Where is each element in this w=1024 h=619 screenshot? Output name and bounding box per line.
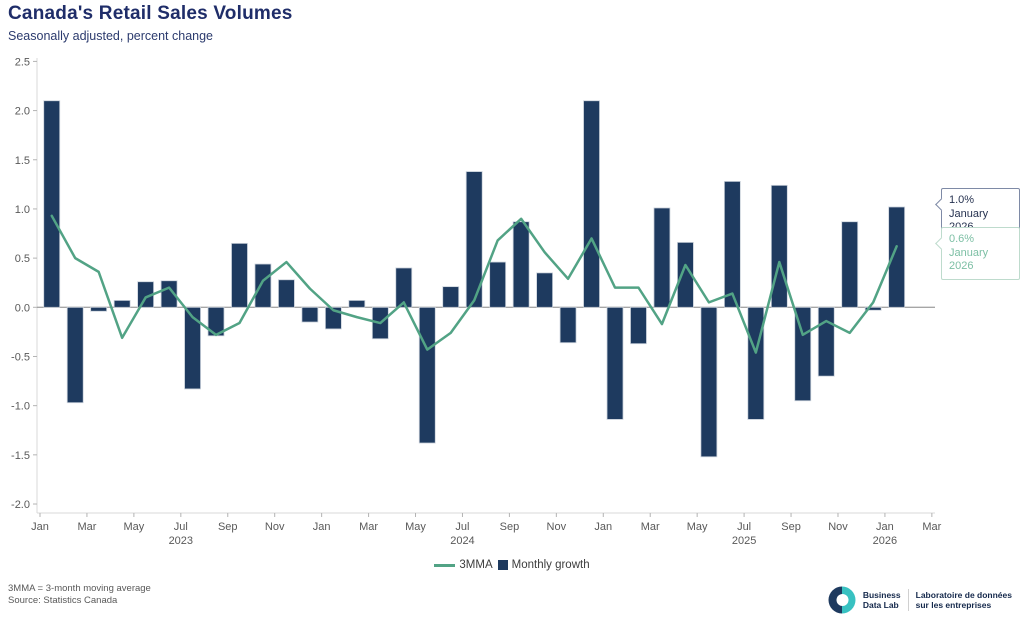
x-year-label: 2025	[732, 535, 756, 547]
x-tick-label: Mar	[359, 521, 378, 533]
monthly-growth-bar-feb-2023	[66, 306, 84, 404]
y-tick-label: 2.0	[15, 106, 30, 118]
monthly-growth-bar-sep-2023	[231, 242, 248, 308]
monthly-growth-bar-nov-2023	[278, 279, 295, 308]
logo-fr-line1: Laboratoire de données	[915, 589, 1012, 600]
y-tick-label: 0.0	[15, 302, 30, 314]
monthly-growth-bar-may-2024	[418, 306, 436, 444]
x-tick-label: Jan	[31, 521, 49, 533]
monthly-growth-bar-feb-2025	[630, 306, 647, 345]
logo-en-line1: Business	[862, 589, 901, 600]
monthly-growth-bar-mar-2025	[653, 207, 671, 308]
monthly-growth-bar-jan-2025	[606, 306, 624, 420]
legend-item-3mma: 3MMA	[434, 559, 493, 571]
logo-divider	[907, 589, 909, 611]
footnotes: 3MMA = 3-month moving average Source: St…	[8, 583, 151, 607]
monthly-growth-bar-jan-2026	[888, 206, 906, 308]
y-tick-label: 1.0	[15, 204, 30, 216]
monthly-growth-bar-jan-2023	[43, 100, 61, 308]
monthly-growth-bar-jun-2023	[160, 280, 178, 308]
x-tick-label: Jul	[174, 521, 188, 533]
x-year-label: 2026	[873, 535, 897, 547]
callout-value: 0.6%	[949, 233, 975, 245]
monthly-growth-bar-nov-2025	[841, 221, 859, 308]
bdl-logo-icon	[828, 586, 856, 614]
monthly-growth-bar-jul-2024	[465, 171, 483, 308]
x-tick-label: Mar	[77, 521, 96, 533]
y-tick-label: 2.5	[15, 56, 30, 68]
x-tick-label: Sep	[500, 521, 520, 533]
monthly-growth-bar-nov-2024	[559, 306, 577, 344]
y-tick-label: -1.5	[11, 450, 30, 462]
x-tick-label: Jan	[594, 521, 612, 533]
logo-text-fr: Laboratoire de données sur les entrepris…	[916, 590, 1012, 611]
monthly-growth-bar-apr-2023	[113, 300, 131, 308]
y-tick-label: -0.5	[11, 351, 30, 363]
logo-text-en: Business Data Lab	[863, 590, 901, 611]
y-tick-label: 1.5	[15, 155, 30, 167]
monthly-growth-bar-mar-2023	[90, 306, 108, 312]
chart-legend: 3MMA Monthly growth	[0, 559, 1024, 571]
x-tick-label: Sep	[781, 521, 801, 533]
business-data-lab-logo: Business Data Lab Laboratoire de données…	[828, 586, 1012, 614]
monthly-growth-bar-jul-2025	[747, 306, 765, 420]
y-tick-label: -2.0	[11, 499, 30, 511]
monthly-growth-bar-dec-2023	[301, 306, 319, 323]
chart-title: Canada's Retail Sales Volumes	[8, 3, 293, 24]
x-tick-label: Mar	[922, 521, 941, 533]
monthly-growth-bar-feb-2024	[348, 300, 366, 308]
y-tick-label: -1.0	[11, 401, 30, 413]
x-tick-label: May	[687, 521, 708, 533]
x-tick-label: May	[123, 521, 144, 533]
monthly-growth-bar-oct-2025	[817, 306, 835, 377]
monthly-growth-bar-jun-2025	[723, 180, 741, 308]
monthly-growth-bar-dec-2025	[864, 306, 882, 311]
x-year-label: 2024	[450, 535, 474, 547]
legend-item-monthly-growth: Monthly growth	[497, 559, 590, 571]
monthly-growth-bar-sep-2025	[794, 306, 812, 402]
x-tick-label: Jul	[737, 521, 751, 533]
monthly-growth-bar-sep-2024	[512, 221, 530, 308]
x-tick-label: Nov	[828, 521, 848, 533]
monthly-growth-bar-oct-2023	[254, 263, 272, 308]
legend-label: 3MMA	[459, 559, 493, 571]
monthly-growth-bar-jun-2024	[442, 286, 460, 308]
logo-en-line2: Data Lab	[862, 600, 899, 610]
x-tick-label: Sep	[218, 521, 238, 533]
y-tick-label: 0.5	[15, 253, 30, 265]
x-year-label: 2023	[169, 535, 193, 547]
x-tick-label: Jan	[313, 521, 331, 533]
monthly-growth-bar-aug-2025	[770, 184, 788, 308]
x-tick-label: Mar	[641, 521, 660, 533]
x-tick-label: Jul	[455, 521, 469, 533]
monthly-growth-bar-dec-2024	[583, 100, 600, 308]
monthly-growth-bar-apr-2024	[395, 267, 413, 308]
callout-label: January 2026	[949, 246, 989, 273]
monthly-growth-bar-oct-2024	[536, 272, 554, 308]
line-value-callout: 0.6% January 2026	[934, 227, 1020, 280]
logo-fr-line2: sur les entreprises	[915, 600, 992, 610]
monthly-growth-bar-may-2025	[700, 306, 718, 458]
footnote-source: Source: Statistics Canada	[8, 595, 118, 606]
x-tick-label: May	[405, 521, 426, 533]
monthly-growth-bar-apr-2025	[677, 241, 694, 308]
line-swatch-icon	[434, 563, 456, 567]
monthly-growth-bar-aug-2024	[489, 261, 507, 308]
3mma-line	[50, 214, 898, 354]
x-tick-label: Nov	[265, 521, 285, 533]
callout-value: 1.0%	[949, 194, 975, 206]
monthly-growth-bar-jul-2023	[184, 306, 201, 390]
x-tick-label: Jan	[876, 521, 894, 533]
chart-subtitle: Seasonally adjusted, percent change	[8, 29, 214, 43]
legend-label: Monthly growth	[511, 559, 590, 571]
footnote-definition: 3MMA = 3-month moving average	[8, 583, 151, 594]
bar-swatch-icon	[497, 560, 508, 570]
x-tick-label: Nov	[547, 521, 567, 533]
